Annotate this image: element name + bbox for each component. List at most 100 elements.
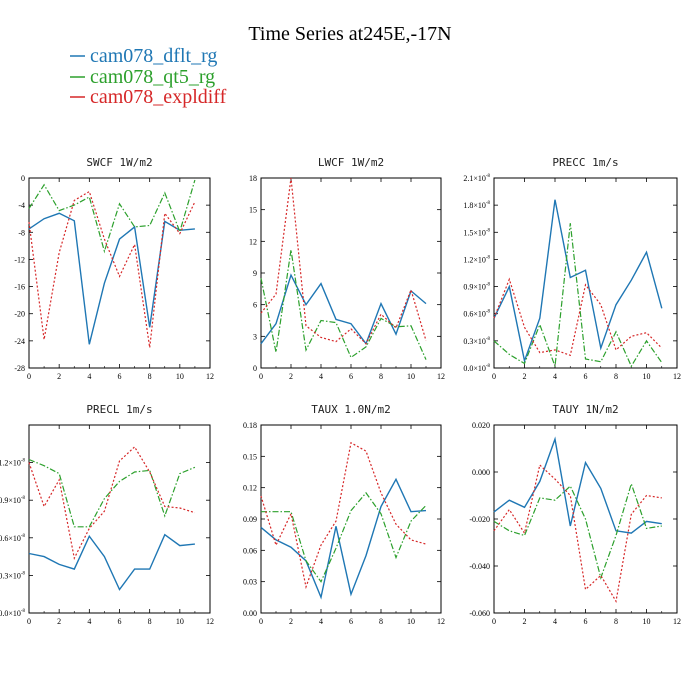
series-line-cam078_dflt_rg — [28, 212, 195, 345]
series-line-cam078_expldiff — [28, 190, 196, 348]
y-tick-label: 0.6×10-8 — [463, 310, 490, 319]
y-tick-label: 0.000 — [472, 468, 490, 477]
x-tick-label: 4 — [319, 372, 323, 381]
series-line-cam078_dflt_rg — [493, 436, 662, 534]
x-tick-label: 12 — [673, 617, 681, 626]
y-tick-label: 12 — [249, 237, 257, 246]
x-tick-label: 0 — [259, 372, 263, 381]
x-tick-label: 8 — [614, 372, 618, 381]
y-tick-label: 1.2×10-8 — [463, 255, 490, 264]
x-tick-label: 0 — [259, 617, 263, 626]
x-tick-label: 10 — [176, 617, 184, 626]
y-tick-label: -0.060 — [469, 609, 490, 618]
panel-4: PRECL 1m/s 0 2 4 6 8 10 12 0.0×10-8 0.3×10-8 0.6×1… — [0, 403, 214, 626]
panel-3: PRECC 1m/s 0 2 4 6 8 10 12 0.0×10-8 0.3×10-8 0.6×1… — [463, 156, 681, 381]
x-tick-label: 2 — [289, 372, 293, 381]
y-tick-label: 9 — [253, 269, 257, 278]
y-tick-label: -4 — [18, 201, 25, 210]
x-tick-label: 4 — [87, 372, 91, 381]
y-tick-label: -0.020 — [469, 515, 490, 524]
series-line-cam078_qt5_rg — [260, 249, 427, 360]
y-tick-label: -20 — [14, 310, 25, 319]
panel-5: TAUX 1.0N/m2 0 2 4 6 8 10 12 0.00 0.03 0.06 0.09 0.1… — [243, 403, 445, 626]
y-tick-label: -8 — [18, 228, 25, 237]
y-tick-label: 0 — [253, 364, 257, 373]
figure-title: Time Series at245E,-17N — [248, 23, 451, 45]
x-tick-label: 4 — [87, 617, 91, 626]
x-tick-label: 10 — [407, 617, 415, 626]
y-tick-label: 3 — [253, 332, 257, 341]
y-tick-label: 0.3×10-8 — [463, 337, 490, 346]
x-tick-label: 8 — [379, 617, 383, 626]
series-line-cam078_expldiff — [493, 277, 663, 357]
y-tick-label: -0.040 — [469, 562, 490, 571]
plot-frame — [260, 177, 442, 369]
y-tick-label: 0.03 — [243, 578, 257, 587]
y-tick-label: 18 — [249, 174, 257, 183]
y-tick-label: 0.3×10-8 — [0, 571, 25, 580]
panel-title: PRECC 1m/s — [552, 156, 618, 169]
y-tick-label: 1.8×10-8 — [463, 201, 490, 210]
plot-frame — [28, 424, 211, 614]
x-tick-label: 6 — [118, 617, 122, 626]
x-tick-label: 10 — [643, 617, 651, 626]
y-tick-label: 0.12 — [243, 484, 257, 493]
series-line-cam078_expldiff — [260, 441, 427, 590]
series-line-cam078_dflt_rg — [260, 273, 427, 346]
y-tick-label: 1.5×10-8 — [463, 228, 490, 237]
x-tick-label: 8 — [148, 617, 152, 626]
x-tick-label: 0 — [27, 617, 31, 626]
legend: cam078_dflt_rg cam078_qt5_rg cam078_expl… — [70, 45, 227, 108]
y-tick-label: 0.9×10-8 — [0, 496, 25, 505]
x-tick-label: 0 — [492, 617, 496, 626]
series-line-cam078_expldiff — [493, 463, 662, 604]
x-tick-label: 6 — [584, 617, 588, 626]
x-tick-label: 2 — [289, 617, 293, 626]
x-tick-label: 10 — [176, 372, 184, 381]
series-line-cam078_dflt_rg — [28, 533, 195, 591]
y-tick-label: 0.00 — [243, 609, 257, 618]
panel-title: TAUX 1.0N/m2 — [311, 403, 390, 416]
legend-label-expldiff: cam078_expldiff — [90, 86, 227, 108]
series-line-cam078_qt5_rg — [493, 223, 663, 368]
y-tick-label: 0.06 — [243, 546, 257, 555]
x-tick-label: 0 — [27, 372, 31, 381]
series-line-cam078_qt5_rg — [261, 491, 427, 583]
x-tick-label: 12 — [206, 617, 214, 626]
y-tick-label: 6 — [253, 301, 257, 310]
y-tick-label: -12 — [14, 255, 25, 264]
panel-6: TAUY 1N/m2 0 2 4 6 8 10 12 -0.060 -0.040 -0.020 0.0… — [469, 403, 681, 626]
y-tick-label: 0.15 — [243, 452, 257, 461]
x-tick-label: 6 — [584, 372, 588, 381]
y-tick-label: 15 — [249, 206, 257, 215]
x-tick-label: 6 — [118, 372, 122, 381]
y-tick-label: 0.18 — [243, 421, 257, 430]
x-tick-label: 2 — [523, 617, 527, 626]
y-tick-label: 1.2×10-8 — [0, 459, 25, 468]
y-tick-label: 0.9×10-8 — [463, 283, 490, 292]
panel-title: SWCF 1W/m2 — [86, 156, 152, 169]
x-tick-label: 8 — [614, 617, 618, 626]
x-tick-label: 0 — [492, 372, 496, 381]
x-tick-label: 4 — [553, 617, 557, 626]
y-tick-label: 2.1×10-8 — [463, 174, 490, 183]
y-tick-label: 0.0×10-8 — [0, 609, 25, 618]
series-line-cam078_dflt_rg — [493, 199, 663, 364]
x-tick-label: 10 — [407, 372, 415, 381]
y-tick-label: -16 — [14, 283, 25, 292]
panel-title: PRECL 1m/s — [86, 403, 152, 416]
panel-title: TAUY 1N/m2 — [552, 403, 618, 416]
x-tick-label: 12 — [673, 372, 681, 381]
x-tick-label: 6 — [349, 372, 353, 381]
x-tick-label: 12 — [206, 372, 214, 381]
series-line-cam078_qt5_rg — [493, 481, 662, 580]
y-tick-label: 0 — [21, 174, 25, 183]
x-tick-label: 12 — [437, 372, 445, 381]
x-tick-label: 4 — [319, 617, 323, 626]
x-tick-label: 4 — [553, 372, 557, 381]
y-tick-label: -24 — [14, 337, 25, 346]
panels: SWCF 1W/m20 2 4 6 8 10 12-28-24-20-16-12-8-40L… — [0, 156, 681, 626]
y-tick-label: -28 — [14, 364, 25, 373]
panel-1: SWCF 1W/m2 0 2 4 6 8 10 12 -28 -24 -20 -16 -12 -8 -4 0 — [14, 156, 214, 381]
